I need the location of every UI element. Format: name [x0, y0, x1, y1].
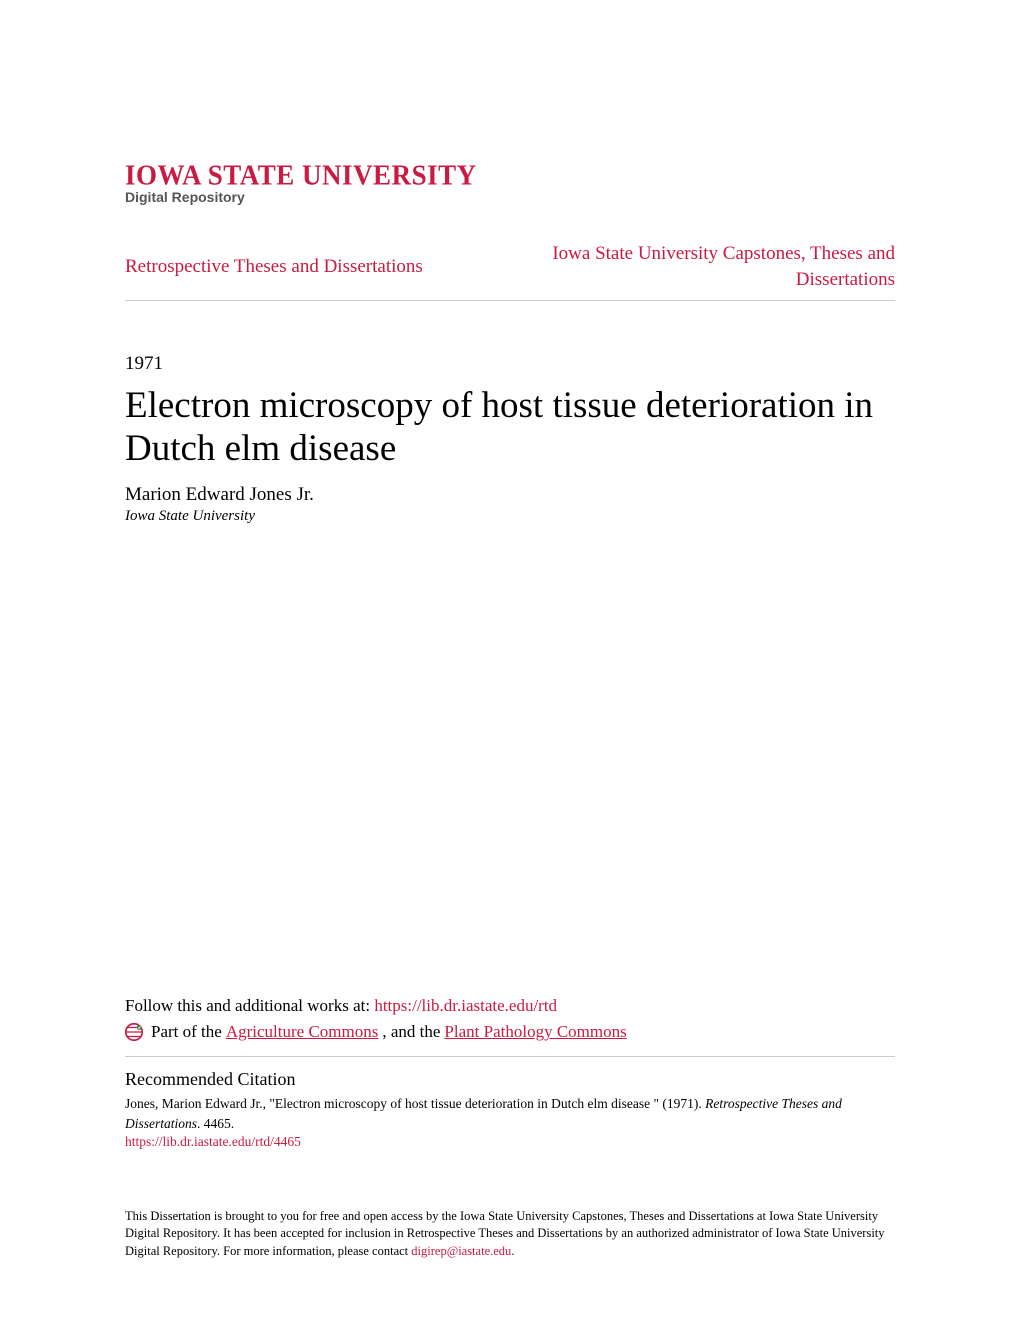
logo-university: IOWA STATE UNIVERSITY: [125, 159, 895, 192]
commons-link-agriculture[interactable]: Agriculture Commons: [226, 1022, 379, 1042]
footer-contact-email[interactable]: digirep@iastate.edu: [411, 1244, 511, 1258]
citation-url-link[interactable]: https://lib.dr.iastate.edu/rtd/4465: [125, 1134, 301, 1149]
logo-block: IOWA STATE UNIVERSITY Digital Repository: [125, 160, 895, 205]
follow-prefix: Follow this and additional works at:: [125, 996, 374, 1015]
network-icon: [125, 1023, 143, 1041]
paper-title: Electron microscopy of host tissue deter…: [125, 385, 895, 470]
follow-line: Follow this and additional works at: htt…: [125, 996, 895, 1016]
collection-link-right[interactable]: Iowa State University Capstones, Theses …: [535, 241, 895, 292]
page-container: IOWA STATE UNIVERSITY Digital Repository…: [0, 0, 1020, 1320]
author-affiliation: Iowa State University: [125, 508, 895, 525]
divider-line: [125, 1056, 895, 1057]
citation-post: . 4465.: [197, 1116, 234, 1131]
recommended-citation-heading: Recommended Citation: [125, 1069, 895, 1090]
vertical-spacer: [125, 525, 895, 996]
citation-url[interactable]: https://lib.dr.iastate.edu/rtd/4465: [125, 1134, 895, 1150]
author-name: Marion Edward Jones Jr.: [125, 484, 895, 506]
footer-note: This Dissertation is brought to you for …: [125, 1208, 895, 1261]
citation-pre: Jones, Marion Edward Jr., "Electron micr…: [125, 1096, 705, 1111]
part-of-join: , and the: [382, 1022, 440, 1042]
collection-link-left[interactable]: Retrospective Theses and Dissertations: [125, 256, 423, 278]
follow-url-link[interactable]: https://lib.dr.iastate.edu/rtd: [374, 996, 557, 1015]
commons-link-plant-pathology[interactable]: Plant Pathology Commons: [444, 1022, 626, 1042]
part-of-prefix: Part of the: [151, 1022, 222, 1042]
citation-text: Jones, Marion Edward Jr., "Electron micr…: [125, 1094, 895, 1133]
publication-year: 1971: [125, 353, 895, 375]
breadcrumb-row: Retrospective Theses and Dissertations I…: [125, 241, 895, 301]
part-of-line: Part of the Agriculture Commons, and the…: [125, 1022, 895, 1042]
footer-text-post: .: [511, 1244, 514, 1258]
